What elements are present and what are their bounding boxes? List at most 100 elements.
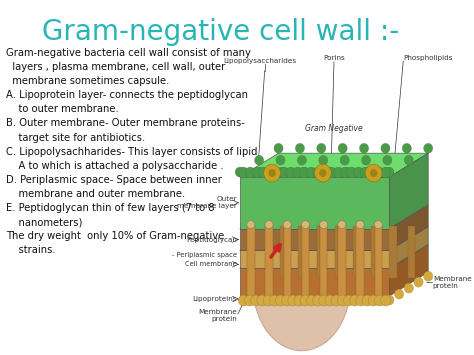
Circle shape bbox=[364, 167, 373, 177]
Circle shape bbox=[383, 155, 392, 165]
Circle shape bbox=[370, 169, 377, 177]
Bar bbox=[265, 225, 273, 298]
Bar bbox=[374, 225, 382, 298]
Circle shape bbox=[306, 295, 317, 306]
Circle shape bbox=[356, 295, 366, 306]
Text: C. Lipopolysachharides- This layer consists of lipid: C. Lipopolysachharides- This layer consi… bbox=[6, 147, 257, 157]
Bar bbox=[280, 226, 288, 278]
Circle shape bbox=[368, 295, 378, 306]
Text: Lipoproteins: Lipoproteins bbox=[192, 296, 237, 302]
Circle shape bbox=[274, 143, 283, 153]
Circle shape bbox=[319, 295, 329, 306]
Text: Cell membrane: Cell membrane bbox=[185, 261, 237, 267]
Circle shape bbox=[354, 167, 364, 178]
Circle shape bbox=[257, 295, 267, 306]
Bar bbox=[408, 226, 415, 278]
Circle shape bbox=[278, 167, 287, 177]
Circle shape bbox=[263, 295, 273, 306]
Circle shape bbox=[344, 295, 354, 306]
Circle shape bbox=[342, 167, 351, 177]
Circle shape bbox=[424, 143, 433, 153]
Circle shape bbox=[238, 295, 248, 306]
Bar bbox=[302, 225, 309, 298]
Circle shape bbox=[251, 295, 261, 306]
Polygon shape bbox=[390, 245, 428, 296]
Circle shape bbox=[306, 167, 316, 178]
Text: membrane sometimes capsule.: membrane sometimes capsule. bbox=[6, 76, 169, 86]
Text: nanometers): nanometers) bbox=[6, 217, 82, 227]
Bar bbox=[317, 226, 324, 278]
Circle shape bbox=[238, 167, 248, 178]
Circle shape bbox=[235, 167, 244, 177]
Text: Phospholipids: Phospholipids bbox=[403, 55, 453, 61]
Circle shape bbox=[394, 289, 404, 299]
Ellipse shape bbox=[301, 221, 310, 229]
Text: The dry weight  only 10% of Gram-negative: The dry weight only 10% of Gram-negative bbox=[6, 231, 224, 241]
Bar bbox=[283, 225, 291, 298]
Polygon shape bbox=[390, 205, 428, 250]
Circle shape bbox=[299, 167, 310, 178]
Circle shape bbox=[365, 164, 382, 182]
Text: A. Lipoprotein layer- connects the peptidoglycan: A. Lipoprotein layer- connects the pepti… bbox=[6, 90, 248, 100]
Circle shape bbox=[381, 295, 391, 306]
Polygon shape bbox=[240, 245, 428, 268]
Circle shape bbox=[359, 143, 369, 153]
Circle shape bbox=[300, 295, 310, 306]
Bar bbox=[247, 225, 255, 298]
Ellipse shape bbox=[283, 221, 292, 229]
Bar bbox=[389, 226, 397, 278]
Circle shape bbox=[282, 295, 292, 306]
Circle shape bbox=[245, 295, 255, 306]
Bar bbox=[298, 226, 306, 278]
Circle shape bbox=[279, 167, 289, 178]
Circle shape bbox=[337, 295, 347, 306]
Ellipse shape bbox=[247, 221, 255, 229]
Circle shape bbox=[362, 295, 372, 306]
Circle shape bbox=[374, 167, 384, 178]
Text: D. Periplasmic space- Space between inner: D. Periplasmic space- Space between inne… bbox=[6, 175, 222, 185]
Ellipse shape bbox=[265, 221, 273, 229]
Circle shape bbox=[275, 295, 286, 306]
Circle shape bbox=[404, 155, 413, 165]
Bar bbox=[371, 226, 379, 278]
Circle shape bbox=[327, 167, 337, 178]
Text: Gram-negative bacteria cell wall consist of many: Gram-negative bacteria cell wall consist… bbox=[6, 48, 251, 58]
Circle shape bbox=[404, 283, 413, 293]
Text: Membrane
protein: Membrane protein bbox=[433, 276, 472, 289]
Circle shape bbox=[315, 164, 331, 182]
Circle shape bbox=[286, 167, 296, 178]
Polygon shape bbox=[240, 153, 428, 177]
Ellipse shape bbox=[374, 221, 383, 229]
Text: strains.: strains. bbox=[6, 245, 55, 255]
Bar bbox=[356, 225, 364, 298]
Circle shape bbox=[424, 271, 433, 281]
Text: Porins: Porins bbox=[323, 55, 345, 61]
Circle shape bbox=[319, 155, 328, 165]
Text: Outer
membrane layer: Outer membrane layer bbox=[177, 196, 237, 209]
Polygon shape bbox=[390, 226, 428, 268]
Circle shape bbox=[268, 169, 276, 177]
Polygon shape bbox=[390, 153, 428, 229]
Circle shape bbox=[276, 155, 285, 165]
Circle shape bbox=[259, 167, 269, 178]
Circle shape bbox=[264, 164, 281, 182]
Circle shape bbox=[297, 155, 307, 165]
Circle shape bbox=[256, 167, 266, 177]
Bar bbox=[353, 226, 360, 278]
Text: Lipopolysaccharides: Lipopolysaccharides bbox=[224, 58, 297, 64]
Circle shape bbox=[402, 143, 411, 153]
Polygon shape bbox=[240, 226, 428, 250]
Circle shape bbox=[338, 143, 347, 153]
Circle shape bbox=[288, 295, 298, 306]
Circle shape bbox=[292, 167, 303, 178]
Bar bbox=[335, 226, 342, 278]
Polygon shape bbox=[240, 250, 390, 268]
Text: membrane and outer membrane.: membrane and outer membrane. bbox=[6, 189, 185, 199]
Text: layers , plasma membrane, cell wall, outer: layers , plasma membrane, cell wall, out… bbox=[6, 62, 225, 72]
Ellipse shape bbox=[338, 221, 346, 229]
Circle shape bbox=[321, 167, 330, 177]
Circle shape bbox=[381, 167, 391, 178]
Circle shape bbox=[269, 295, 280, 306]
Circle shape bbox=[255, 155, 264, 165]
Bar bbox=[320, 225, 328, 298]
